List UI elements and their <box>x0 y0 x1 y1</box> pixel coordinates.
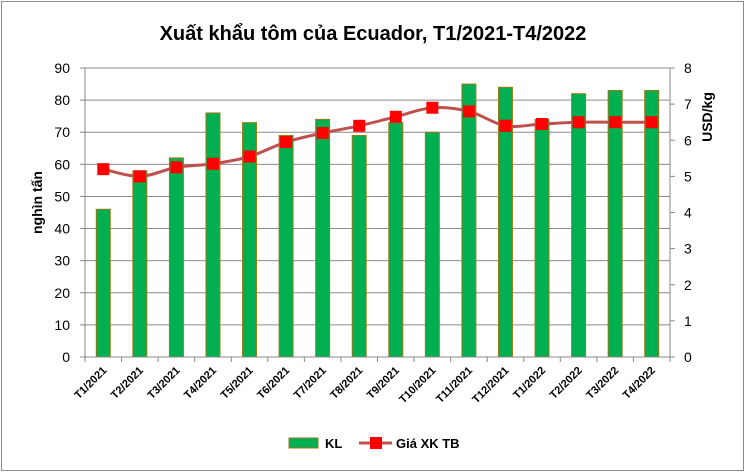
legend-line-label: Giá XK TB <box>396 436 460 451</box>
price-marker <box>572 116 585 129</box>
x-tick-label: T2/2022 <box>548 365 585 402</box>
y-tick-label: 10 <box>54 317 70 333</box>
chart-title: Xuất khẩu tôm của Ecuador, T1/2021-T4/20… <box>160 23 587 45</box>
y-tick-label: 90 <box>54 60 70 76</box>
bar <box>278 134 294 358</box>
price-marker <box>353 119 366 132</box>
y2-axis-label: USD/kg <box>699 92 715 142</box>
y-tick-label: 80 <box>54 92 70 108</box>
x-axis-ticks: T1/2021 T2/2021 T3/2021 T4/2021 T5/2021 T6/20… <box>72 357 671 406</box>
bar <box>461 83 477 358</box>
price-line <box>102 105 652 178</box>
legend: KL Giá XK TB <box>288 436 460 451</box>
bar <box>388 122 404 358</box>
bar <box>644 89 660 358</box>
price-marker <box>426 101 439 114</box>
price-marker <box>316 127 329 140</box>
price-marker <box>243 150 256 163</box>
bar <box>205 112 221 358</box>
price-marker <box>499 119 512 132</box>
price-marker <box>133 170 146 183</box>
bar <box>571 93 587 358</box>
x-tick-label: T7/2021 <box>292 365 329 402</box>
x-tick-label: T1/2022 <box>511 365 548 402</box>
y2-tick-label: 0 <box>684 349 692 365</box>
x-tick-label: T10/2021 <box>397 365 438 406</box>
x-tick-label: T3/2022 <box>584 365 621 402</box>
price-marker <box>609 116 622 129</box>
x-tick-label: T12/2021 <box>470 365 511 406</box>
price-marker <box>206 157 219 170</box>
y-tick-label: 70 <box>54 124 70 140</box>
y-axis-label: nghìn tấn <box>29 171 45 234</box>
bar <box>351 134 367 358</box>
x-tick-label: T5/2021 <box>219 365 256 402</box>
price-marker <box>389 110 402 123</box>
bar <box>168 157 184 358</box>
bar-series <box>95 83 660 358</box>
y2-tick-label: 6 <box>684 132 692 148</box>
bar <box>95 208 111 358</box>
y-tick-label: 40 <box>54 221 70 237</box>
y2-tick-label: 1 <box>684 313 692 329</box>
bar <box>534 118 550 358</box>
y2-tick-label: 5 <box>684 168 692 184</box>
y-tick-label: 30 <box>54 253 70 269</box>
y2-tick-label: 2 <box>684 277 692 293</box>
y2-axis-ticks: 0 1 2 3 4 5 6 7 8 <box>670 60 692 365</box>
price-marker <box>280 136 293 149</box>
price-marker <box>536 117 549 130</box>
y-tick-label: 60 <box>54 156 70 172</box>
y-tick-label: 0 <box>62 349 70 365</box>
x-tick-label: T3/2021 <box>145 365 182 402</box>
legend-line-marker <box>370 437 382 449</box>
y-tick-label: 20 <box>54 285 70 301</box>
bar <box>132 170 148 358</box>
x-tick-label: T11/2021 <box>434 365 475 406</box>
y2-tick-label: 3 <box>684 241 692 257</box>
legend-bar-swatch <box>288 437 319 449</box>
x-tick-label: T1/2021 <box>72 365 109 402</box>
x-tick-label: T4/2021 <box>182 365 219 402</box>
price-marker <box>645 116 658 129</box>
x-tick-label: T8/2021 <box>328 365 365 402</box>
y2-tick-label: 7 <box>684 96 692 112</box>
price-marker <box>170 161 183 174</box>
bar <box>315 118 331 358</box>
x-tick-label: T4/2022 <box>621 365 658 402</box>
x-tick-label: T9/2021 <box>365 365 402 402</box>
x-tick-label: T2/2021 <box>109 365 146 402</box>
bar <box>607 89 623 358</box>
price-marker <box>462 105 475 118</box>
x-tick-label: T6/2021 <box>255 365 292 402</box>
y2-tick-label: 8 <box>684 60 692 76</box>
legend-bar-label: KL <box>325 436 342 451</box>
bar <box>424 131 440 358</box>
price-marker <box>97 163 110 176</box>
y-tick-label: 50 <box>54 188 70 204</box>
y-axis-ticks: 0 10 20 30 40 50 60 70 80 90 <box>54 60 85 365</box>
y2-tick-label: 4 <box>684 205 692 221</box>
price-markers <box>97 101 658 183</box>
